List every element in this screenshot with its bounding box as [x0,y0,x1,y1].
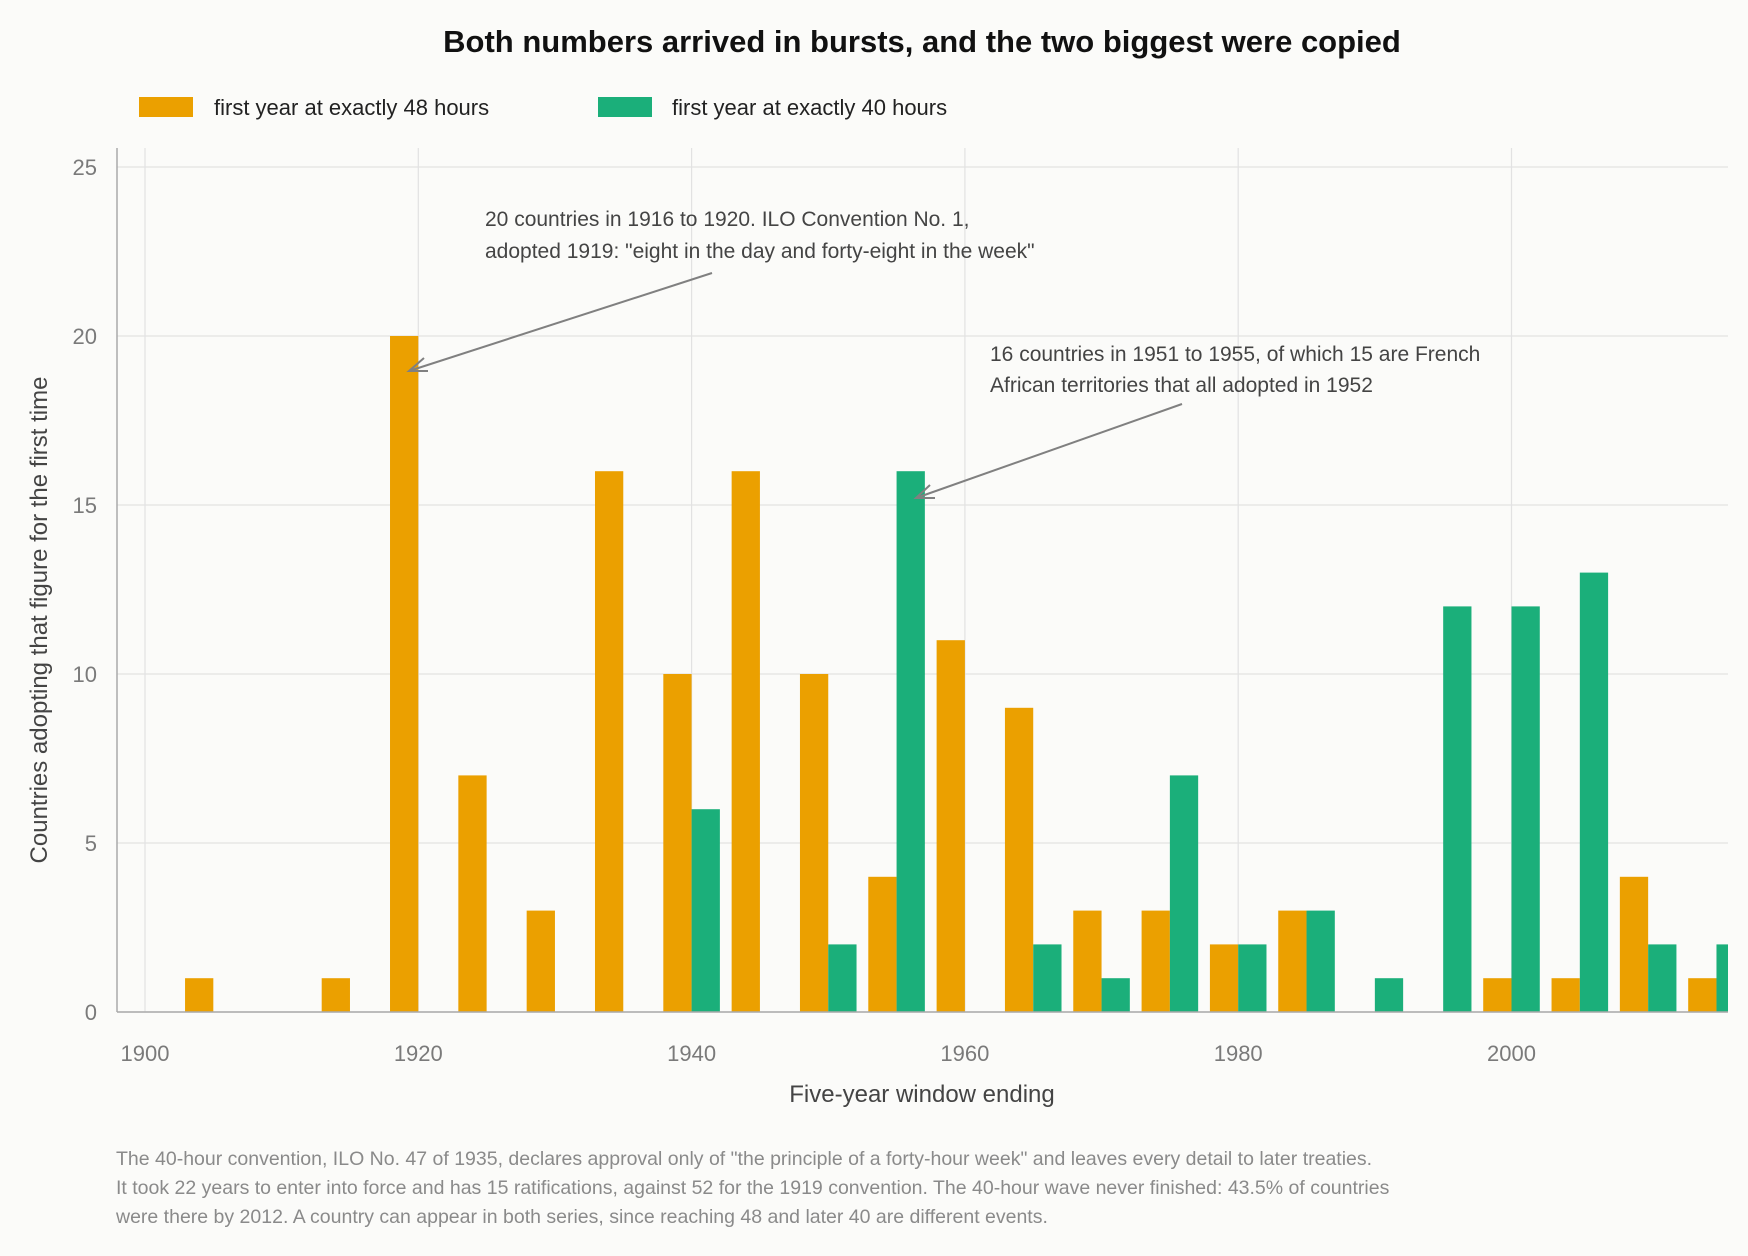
y-tick-label-10: 10 [73,662,97,687]
footnote-line-2: It took 22 years to enter into force and… [116,1177,1390,1199]
x-tick-label-1900: 1900 [121,1041,170,1066]
bar-48h-2000 [1483,978,1512,1012]
x-tick-label-1960: 1960 [940,1041,989,1066]
bar-48h-1935 [594,471,624,1012]
chart-title: Both numbers arrived in bursts, and the … [443,24,1401,59]
bar-40h-1975 [1169,775,1199,1012]
bar-48h-1930 [526,910,555,1012]
legend: first year at exactly 48 hours first yea… [139,95,947,120]
bar-40h-1970 [1101,978,1130,1012]
bar-48h-1980 [1209,944,1239,1012]
bar-40h-1965 [1033,944,1062,1012]
legend-swatch-40 [598,97,652,117]
y-tick-label-15: 15 [73,493,97,518]
bar-48h-1945 [731,471,760,1012]
footnote-line-1: The 40-hour convention, ILO No. 47 of 19… [116,1148,1372,1170]
bar-40h-1950 [828,944,857,1012]
y-axis-title: Countries adopting that figure for the f… [26,377,53,864]
bar-48h-1955 [868,876,897,1012]
annotation-1920-line-1: 20 countries in 1916 to 1920. ILO Conven… [485,208,970,231]
x-tick-label-2000: 2000 [1487,1041,1536,1066]
legend-label-40: first year at exactly 40 hours [672,95,947,120]
annotation-1920-arrow [408,272,713,372]
bar-40h-1980 [1238,944,1267,1012]
footnote: The 40-hour convention, ILO No. 47 of 19… [115,1148,1390,1228]
annotation-1920-arrowhead [406,357,428,372]
annotation-1955-arrow [915,403,1183,499]
y-tick-label-0: 0 [85,1000,97,1025]
bar-48h-1960 [936,640,965,1012]
x-axis-title: Five-year window ending [789,1081,1054,1108]
y-tick-label-20: 20 [73,324,97,349]
bar-40h-1990 [1374,978,1404,1012]
bar-48h-2005 [1551,978,1580,1012]
tick-labels: 1900 1920 1940 1960 1980 2000 0 5 10 15 20 25 [73,155,1536,1066]
annotation-1955-arrowhead [913,484,935,499]
bar-48h-1965 [1004,707,1034,1012]
annotation-1955-line-2: African territories that all adopted in … [990,374,1373,397]
bar-48h-2010 [1619,876,1649,1012]
x-tick-label-1940: 1940 [667,1041,716,1066]
annotation-1920-line-2: adopted 1919: "eight in the day and fort… [485,240,1035,263]
bar-48h-1940 [663,674,692,1012]
bar-48h-1905 [185,978,214,1012]
bar-40h-1995 [1443,606,1472,1012]
bar-40h-1955 [896,471,925,1012]
legend-label-48: first year at exactly 48 hours [214,95,489,120]
bar-48h-1915 [321,978,350,1012]
bar-40h-1985 [1306,910,1335,1012]
axes [116,148,1728,1013]
x-tick-label-1980: 1980 [1214,1041,1263,1066]
bar-48h-1975 [1141,910,1170,1012]
annotation-1955-line-1: 16 countries in 1951 to 1955, of which 1… [990,343,1480,366]
bar-40h-2015 [1716,944,1728,1012]
bar-48h-1920 [390,336,419,1012]
footnote-line-3: were there by 2012. A country can appear… [115,1206,1048,1228]
annotation-1955: 16 countries in 1951 to 1955, of which 1… [913,343,1480,499]
bar-48h-1925 [458,775,487,1012]
bar-48h-2015 [1688,978,1717,1012]
bar-48h-1985 [1278,910,1307,1012]
bar-40h-2000 [1511,606,1540,1012]
legend-swatch-48 [139,97,193,117]
bar-48h-1950 [799,674,829,1012]
bar-40h-2005 [1579,572,1609,1012]
bar-40h-1940 [691,809,720,1012]
x-tick-label-1920: 1920 [394,1041,443,1066]
y-tick-label-5: 5 [85,831,97,856]
y-tick-label-25: 25 [73,155,97,180]
bar-48h-1970 [1073,910,1102,1012]
annotation-1920: 20 countries in 1916 to 1920. ILO Conven… [406,208,1035,372]
bars [185,336,1728,1012]
bar-40h-2010 [1648,944,1677,1012]
